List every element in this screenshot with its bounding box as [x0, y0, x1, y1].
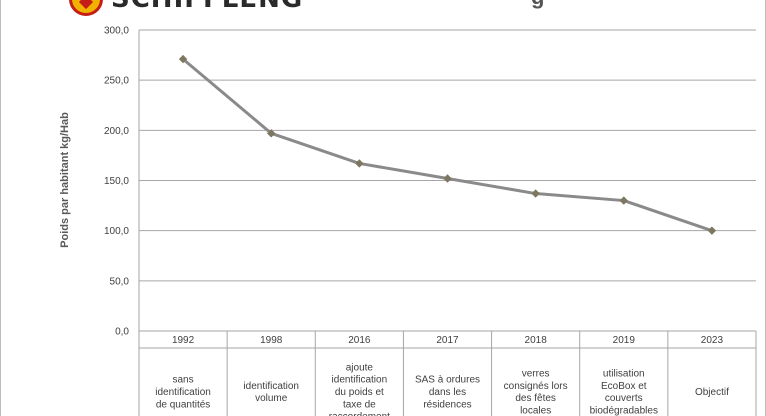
- chart-title-fragment: g: [531, 0, 544, 10]
- data-point-marker: [443, 174, 452, 183]
- x-category-label: 2023: [701, 335, 724, 346]
- y-tick-label: 50,0: [110, 276, 130, 287]
- data-point-marker: [178, 54, 188, 64]
- category-description-line: ajoute: [346, 362, 374, 373]
- y-axis-label: Poids par habitant kg/Hab: [59, 112, 71, 248]
- series-line: [182, 57, 713, 233]
- data-point-marker: [355, 159, 364, 168]
- category-description-line: locales: [520, 405, 551, 416]
- category-description-line: EcoBox et: [601, 381, 647, 392]
- category-description-line: identification: [155, 387, 211, 398]
- x-category-label: 2019: [613, 335, 636, 346]
- y-tick-label: 300,0: [104, 26, 129, 37]
- y-tick-label: 0,0: [115, 327, 129, 338]
- logo-text: SCHIFFLENG: [111, 0, 303, 14]
- x-category-label: 2017: [436, 335, 459, 346]
- data-point-marker: [531, 189, 540, 198]
- y-tick-label: 100,0: [104, 226, 129, 237]
- x-category-label: 2018: [525, 335, 548, 346]
- category-description-line: résidences: [423, 399, 471, 410]
- category-description-line: biodégradables: [590, 405, 658, 416]
- category-description-line: raccordement: [329, 412, 390, 416]
- y-tick-label: 200,0: [104, 126, 129, 137]
- category-description-line: taxe de: [343, 399, 376, 410]
- category-description-line: des fêtes: [515, 393, 556, 404]
- x-category-label: 1992: [172, 335, 195, 346]
- data-point-marker: [619, 196, 628, 205]
- data-point-marker: [707, 226, 717, 235]
- category-description-line: identification: [243, 381, 299, 392]
- category-description-line: de quantités: [156, 399, 211, 410]
- category-description-line: dans les: [429, 387, 466, 398]
- category-description-line: volume: [255, 393, 288, 404]
- category-description-line: Objectif: [695, 387, 729, 398]
- category-description-line: sans: [173, 375, 194, 386]
- category-description-line: du poids et: [335, 387, 384, 398]
- y-tick-label: 250,0: [104, 76, 129, 87]
- x-category-label: 2016: [348, 335, 371, 346]
- category-description-line: utilisation: [603, 369, 645, 380]
- category-description-line: identification: [332, 375, 388, 386]
- x-category-label: 1998: [260, 335, 283, 346]
- data-point-marker: [267, 129, 276, 138]
- y-tick-label: 150,0: [104, 176, 129, 187]
- category-description-line: consignés lors: [504, 381, 568, 392]
- category-description-line: SAS à ordures: [415, 375, 480, 386]
- logo: SCHIFFLENG: [69, 0, 303, 16]
- category-description-line: couverts: [605, 393, 643, 404]
- category-description-line: verres: [522, 369, 550, 380]
